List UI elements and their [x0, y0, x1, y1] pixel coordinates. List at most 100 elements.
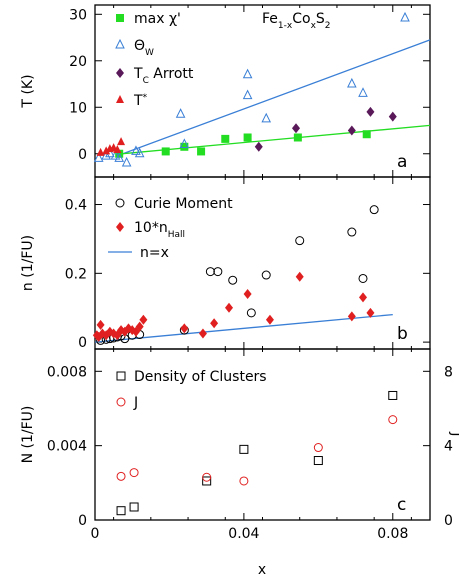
legend-label: TC Arrott: [133, 66, 194, 86]
y-tick-label: 30: [69, 7, 87, 23]
data-point: [228, 275, 238, 285]
data-point: [242, 68, 253, 79]
data-point: [139, 314, 148, 325]
data-point: [205, 267, 215, 277]
data-point: [129, 468, 139, 478]
data-point: [347, 311, 356, 322]
data-point: [366, 106, 375, 117]
data-point: [347, 227, 357, 237]
data-point: [134, 147, 145, 158]
legend-label: 10*nHall: [134, 220, 185, 240]
data-point: [116, 471, 126, 481]
panel-label: b: [397, 324, 408, 344]
x-tick-label: 0: [91, 526, 100, 542]
y2-axis-label: J: [448, 431, 459, 436]
legend-marker: [116, 371, 126, 381]
y2-tick-label: 8: [444, 364, 453, 380]
data-point: [121, 156, 132, 167]
data-point: [388, 111, 397, 122]
legend-label: Density of Clusters: [134, 369, 267, 385]
panel-a: 0 10 20 30 T (K) a max χ' ΘW TC Arrott T* Fe1-xCox…: [20, 4, 431, 178]
y-axis-label: T (K): [20, 74, 36, 108]
legend-marker: [116, 95, 124, 103]
data-point: [388, 390, 398, 400]
data-point: [202, 472, 212, 482]
legend-marker: [115, 198, 125, 208]
data-point: [358, 87, 368, 97]
legend-label: Curie Moment: [134, 196, 233, 212]
data-point: [202, 476, 212, 486]
data-point: [261, 270, 271, 280]
legend-marker: [115, 38, 125, 49]
data-point: [179, 138, 190, 148]
y2-tick-label: 0: [444, 513, 453, 529]
data-point: [161, 147, 170, 156]
legend-label: J: [133, 395, 138, 411]
data-point: [175, 108, 186, 118]
data-point: [293, 133, 302, 142]
compound-marker: [400, 11, 410, 22]
data-point: [362, 130, 371, 139]
data-point: [388, 415, 398, 425]
x-tick-label: 0.04: [228, 526, 259, 542]
data-point: [239, 476, 249, 486]
compound-formula: Fe1-xCoxS2: [262, 11, 331, 31]
data-point: [96, 319, 105, 330]
data-point: [347, 77, 357, 88]
data-point: [113, 145, 122, 154]
data-point: [359, 292, 367, 303]
legend-marker: [116, 68, 124, 78]
legend-label: T*: [133, 93, 148, 109]
data-point: [180, 142, 189, 151]
y-axis-label: N (1/FU): [20, 406, 36, 464]
data-point: [369, 205, 379, 215]
y-tick-label: 0.2: [65, 266, 87, 282]
legend-marker: [116, 222, 124, 232]
data-point: [96, 147, 105, 156]
legend-label: max χ': [134, 11, 181, 27]
data-point: [210, 318, 219, 329]
data-point: [131, 145, 141, 155]
data-point: [110, 149, 121, 160]
data-point: [313, 443, 323, 453]
data-point: [265, 314, 274, 325]
data-point: [366, 307, 375, 318]
y-tick-label: 0: [78, 147, 87, 163]
panel-label: a: [397, 152, 407, 172]
legend-marker: [116, 14, 124, 22]
y-tick-label: 20: [69, 54, 87, 70]
panels-layer: 0 10 20 30 T (K) a max χ' ΘW TC Arrott T* Fe1-xCox…: [20, 4, 459, 542]
legend-label: ΘW: [134, 38, 154, 58]
y-tick-label: 0.008: [47, 364, 87, 380]
data-point: [198, 328, 207, 339]
fit-line: [94, 313, 393, 343]
y-tick-label: 0: [78, 335, 87, 351]
data-point: [313, 456, 323, 466]
data-point: [242, 89, 253, 100]
data-point: [93, 152, 104, 162]
panel-c: 0 0.004 0.008 0 4 8 N (1/FU) J 0 0.04 0.08 c Density…: [20, 348, 459, 542]
data-point: [225, 302, 233, 313]
data-point: [102, 146, 111, 155]
data-point: [213, 267, 223, 277]
data-point: [243, 288, 252, 299]
y-axis-label: n (1/FU): [20, 235, 36, 291]
data-point: [239, 444, 249, 454]
data-point: [180, 323, 189, 334]
data-point: [197, 147, 206, 156]
data-point: [117, 137, 126, 146]
data-point: [114, 152, 125, 162]
data-point: [221, 134, 230, 143]
data-point: [243, 133, 252, 142]
x-axis-label: x: [258, 562, 266, 578]
data-point: [246, 308, 256, 318]
data-point: [358, 273, 368, 283]
data-point: [295, 271, 304, 282]
data-point: [254, 141, 263, 152]
data-point: [347, 125, 356, 136]
legend-label: n=x: [140, 245, 169, 261]
y-tick-label: 0.004: [47, 439, 87, 455]
x-tick-label: 0.08: [377, 526, 408, 542]
y-tick-label: 10: [69, 100, 87, 116]
